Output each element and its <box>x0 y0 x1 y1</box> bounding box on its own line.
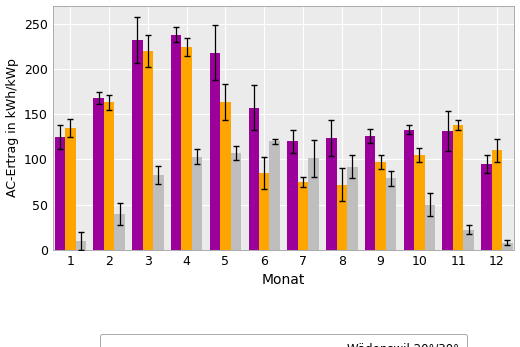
Bar <box>492 150 502 250</box>
Bar <box>443 131 453 250</box>
Bar <box>153 175 164 250</box>
Bar <box>298 182 308 250</box>
Bar <box>142 51 153 250</box>
Bar <box>375 162 386 250</box>
Bar <box>171 34 181 250</box>
Bar <box>336 185 347 250</box>
Bar <box>94 98 104 250</box>
Bar <box>269 141 280 250</box>
Y-axis label: AC-Ertrag in kWh/kWp: AC-Ertrag in kWh/kWp <box>6 58 19 197</box>
Bar <box>482 164 492 250</box>
Bar <box>132 40 142 250</box>
Bar <box>192 156 202 250</box>
Bar <box>220 102 231 250</box>
Bar <box>288 141 298 250</box>
Bar <box>259 173 269 250</box>
Bar <box>414 155 425 250</box>
Bar <box>114 214 125 250</box>
Bar <box>181 47 192 250</box>
Bar <box>347 167 358 250</box>
Bar <box>502 243 513 250</box>
X-axis label: Monat: Monat <box>262 273 305 287</box>
Bar <box>65 128 75 250</box>
Bar <box>55 137 65 250</box>
Bar <box>463 230 474 250</box>
Bar <box>365 136 375 250</box>
Bar <box>386 178 396 250</box>
Bar <box>425 205 435 250</box>
Bar <box>453 125 463 250</box>
Legend: 60° bifazial, 90° bifazial, Wädenswil 20°/30°
monofazial: 60° bifazial, 90° bifazial, Wädenswil 20… <box>100 334 467 347</box>
Bar <box>326 138 336 250</box>
Bar <box>404 129 414 250</box>
Bar <box>308 159 319 250</box>
Bar <box>104 102 114 250</box>
Bar <box>231 153 241 250</box>
Bar <box>75 241 86 250</box>
Bar <box>210 53 220 250</box>
Bar <box>249 108 259 250</box>
